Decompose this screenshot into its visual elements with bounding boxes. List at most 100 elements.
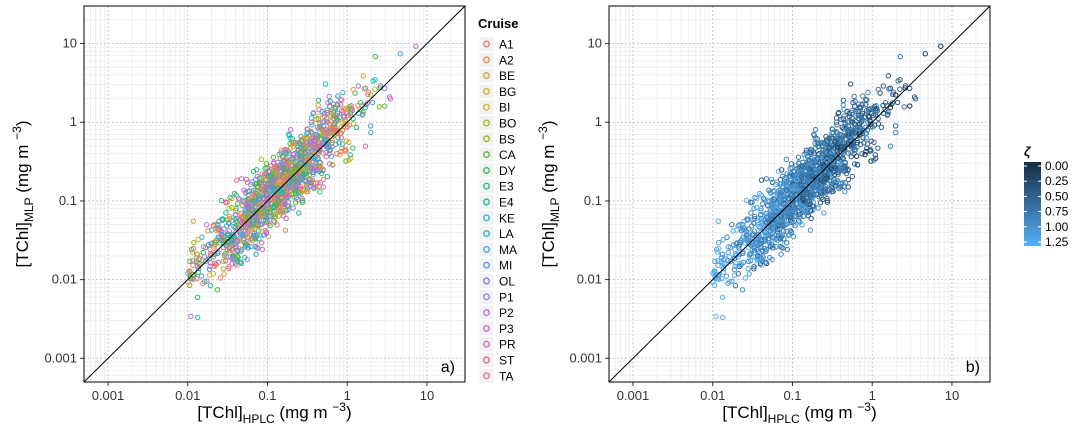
- data-point: [229, 204, 235, 211]
- data-point: [308, 115, 315, 121]
- data-point: [367, 123, 374, 129]
- data-point: [316, 143, 323, 149]
- data-point: [745, 258, 752, 265]
- data-point: [202, 258, 209, 265]
- data-point: [275, 179, 282, 185]
- data-point: [244, 256, 250, 263]
- data-point: [346, 157, 352, 163]
- data-point: [310, 184, 316, 190]
- data-point: [820, 196, 826, 203]
- data-point: [829, 154, 835, 161]
- data-point: [328, 153, 335, 159]
- data-point: [287, 140, 293, 147]
- data-point: [840, 180, 846, 186]
- panel-label: b): [966, 359, 980, 376]
- data-point: [298, 155, 305, 161]
- data-point: [860, 117, 866, 123]
- data-point: [902, 83, 909, 89]
- legend-key-box: [478, 257, 495, 274]
- data-point: [715, 245, 722, 252]
- y-tick-label: 0.001: [44, 350, 77, 365]
- legend-key-box: [478, 352, 495, 368]
- data-point: [828, 189, 834, 195]
- data-point: [360, 111, 366, 117]
- data-point: [338, 124, 344, 130]
- data-point: [832, 139, 838, 145]
- x-tick-label: 0.001: [92, 388, 125, 403]
- data-point: [256, 195, 262, 202]
- data-point: [775, 191, 781, 198]
- data-point: [190, 239, 197, 246]
- data-point: [278, 205, 285, 212]
- data-point: [326, 150, 332, 157]
- data-point: [768, 240, 774, 247]
- data-point: [194, 254, 200, 261]
- data-point: [307, 139, 313, 145]
- legend-label: BI: [499, 101, 510, 115]
- data-point: [369, 99, 376, 106]
- data-point: [321, 110, 327, 117]
- colorbar-title: ζ: [1024, 144, 1031, 159]
- data-point: [748, 210, 754, 216]
- data-point: [327, 103, 333, 110]
- data-point: [312, 159, 319, 166]
- points: [609, 6, 990, 382]
- data-point: [254, 173, 261, 180]
- data-point: [275, 198, 282, 204]
- data-point: [763, 176, 770, 182]
- data-point: [811, 132, 818, 138]
- data-point: [267, 182, 273, 189]
- data-point: [790, 207, 797, 214]
- data-point: [907, 103, 913, 109]
- legend-key-bo: [483, 119, 490, 127]
- x-tick-label: 0.1: [258, 388, 276, 403]
- data-point: [781, 195, 787, 202]
- data-point: [283, 150, 290, 156]
- data-point: [751, 205, 757, 212]
- data-point: [727, 244, 734, 251]
- data-point: [259, 181, 265, 187]
- x-tick-label: 0.01: [700, 388, 725, 403]
- data-point: [236, 212, 243, 218]
- data-point: [339, 141, 346, 147]
- data-point: [206, 266, 213, 273]
- data-point: [397, 51, 403, 57]
- data-point: [713, 313, 719, 320]
- data-point: [190, 245, 197, 252]
- data-point: [808, 150, 815, 156]
- data-point: [215, 250, 221, 257]
- data-point: [282, 227, 289, 233]
- data-point: [248, 208, 255, 214]
- data-point: [897, 53, 903, 60]
- data-point: [808, 180, 814, 186]
- data-point: [233, 177, 240, 183]
- data-point: [350, 145, 356, 151]
- data-point: [190, 218, 197, 224]
- data-point: [712, 258, 718, 265]
- data-point: [339, 97, 345, 103]
- legend-key-e4: [483, 198, 490, 206]
- data-point: [339, 127, 346, 134]
- data-point: [219, 217, 226, 223]
- data-point: [897, 86, 903, 92]
- data-point: [258, 228, 264, 235]
- colorbar-ramp: [1024, 162, 1041, 246]
- data-point: [222, 251, 228, 257]
- data-point: [241, 187, 247, 193]
- legend-label: BS: [499, 132, 515, 146]
- data-point: [783, 221, 789, 228]
- legend-key-be: [483, 72, 490, 80]
- data-point: [792, 182, 798, 189]
- data-point: [871, 103, 878, 110]
- data-point: [892, 123, 899, 129]
- legend-key-pr: [483, 340, 490, 348]
- data-point: [751, 265, 757, 272]
- data-point: [749, 232, 756, 239]
- data-point: [204, 278, 210, 284]
- data-point: [283, 180, 289, 186]
- data-point: [194, 294, 201, 300]
- data-point: [261, 197, 268, 203]
- data-point: [850, 116, 856, 122]
- data-point: [238, 248, 244, 254]
- data-point: [779, 173, 786, 180]
